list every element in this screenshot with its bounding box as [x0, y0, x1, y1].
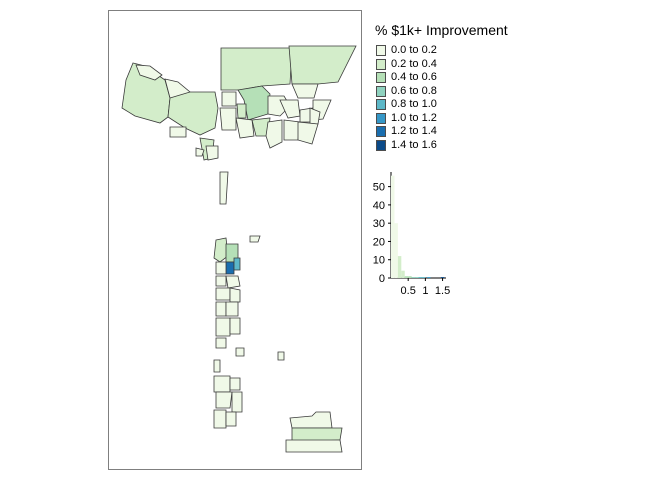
legend-swatch: [376, 72, 386, 84]
census-tract: [215, 261, 227, 275]
census-tract: [285, 439, 343, 453]
legend-item: 1.2 to 1.4: [376, 125, 437, 139]
census-tract: [221, 91, 237, 107]
legend-swatch: [376, 85, 386, 97]
legend: 0.0 to 0.2 0.2 to 0.4 0.4 to 0.6 0.6 to 0.8…: [376, 44, 437, 152]
legend-item: 0.0 to 0.2: [376, 44, 437, 58]
legend-label: 1.4 to 1.6: [391, 138, 437, 151]
census-tract: [233, 257, 241, 271]
census-tract: [225, 275, 241, 289]
census-tract: [225, 301, 239, 317]
census-tracts: [121, 45, 357, 453]
census-tract: [220, 47, 293, 91]
legend-label: 1.2 to 1.4: [391, 125, 437, 138]
census-tract: [195, 147, 205, 157]
census-tract: [215, 287, 231, 301]
legend-item: 0.8 to 1.0: [376, 98, 437, 112]
census-tract: [225, 411, 237, 427]
census-tract: [236, 103, 247, 119]
legend-swatch: [376, 139, 386, 151]
census-tract: [229, 317, 241, 335]
census-tract: [249, 235, 261, 243]
census-tract: [215, 317, 231, 337]
census-tract: [213, 375, 231, 393]
census-tract: [235, 117, 255, 139]
legend-label: 0.0 to 0.2: [391, 44, 437, 57]
legend-item: 0.4 to 0.6: [376, 71, 437, 85]
census-tract: [231, 391, 243, 413]
census-tract: [215, 337, 227, 349]
census-tract: [205, 145, 219, 161]
legend-swatch: [376, 45, 386, 57]
census-tract: [265, 119, 283, 149]
legend-swatch: [376, 112, 386, 124]
census-tract: [213, 409, 227, 429]
census-tract: [215, 301, 227, 317]
census-tract: [297, 121, 319, 145]
legend-label: 0.8 to 1.0: [391, 98, 437, 111]
census-tract: [167, 91, 219, 136]
legend-swatch: [376, 99, 386, 111]
census-tract: [291, 83, 319, 99]
legend-title: % $1k+ Improvement: [375, 22, 508, 38]
legend-label: 0.4 to 0.6: [391, 71, 437, 84]
legend-item: 1.4 to 1.6: [376, 139, 437, 153]
legend-label: 1.0 to 1.2: [391, 111, 437, 124]
census-tract: [229, 287, 241, 303]
census-tract: [229, 377, 241, 391]
census-tract: [277, 351, 285, 361]
census-tract: [213, 359, 221, 373]
census-tract: [213, 237, 229, 263]
legend-item: 0.6 to 0.8: [376, 85, 437, 99]
legend-item: 1.0 to 1.2: [376, 112, 437, 126]
census-tract: [215, 275, 227, 287]
legend-label: 0.6 to 0.8: [391, 84, 437, 97]
census-tract: [235, 347, 245, 357]
census-tract: [215, 391, 233, 409]
census-tract: [135, 64, 163, 81]
census-tract: [219, 171, 229, 205]
legend-swatch: [376, 58, 386, 70]
census-tract: [219, 107, 237, 131]
census-tract: [169, 126, 187, 138]
census-tract: [225, 261, 235, 275]
legend-swatch: [376, 126, 386, 138]
legend-label: 0.2 to 0.4: [391, 57, 437, 70]
legend-item: 0.2 to 0.4: [376, 58, 437, 72]
census-tract: [288, 45, 357, 85]
